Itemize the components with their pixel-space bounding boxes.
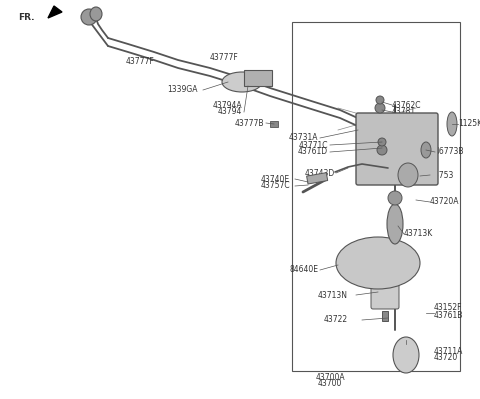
Polygon shape [48, 6, 62, 18]
Ellipse shape [421, 142, 431, 158]
Ellipse shape [387, 204, 403, 244]
Text: 43794A: 43794A [212, 101, 242, 109]
Text: 43720: 43720 [434, 354, 458, 363]
Text: 43777F: 43777F [125, 57, 154, 67]
Ellipse shape [375, 103, 385, 113]
Text: 84640E: 84640E [289, 265, 318, 275]
Ellipse shape [447, 112, 457, 136]
Ellipse shape [336, 237, 420, 289]
Text: 46773B: 46773B [435, 148, 465, 156]
Text: 43761B: 43761B [434, 310, 463, 320]
Text: 43777B: 43777B [235, 119, 264, 128]
Text: 43743D: 43743D [305, 168, 335, 178]
FancyBboxPatch shape [356, 113, 438, 185]
Ellipse shape [398, 163, 418, 187]
Bar [244, 70, 272, 86]
Text: 43713N: 43713N [318, 290, 348, 300]
Text: 43713K: 43713K [404, 229, 433, 239]
Ellipse shape [377, 145, 387, 155]
Ellipse shape [81, 9, 97, 25]
Bar [307, 173, 328, 184]
Text: 43781: 43781 [392, 107, 416, 117]
Text: 43152F: 43152F [434, 304, 463, 312]
Text: 1125KJ: 1125KJ [458, 119, 480, 128]
Text: 43757C: 43757C [260, 182, 290, 190]
Text: 43731A: 43731A [288, 134, 318, 142]
Text: 43761D: 43761D [298, 148, 328, 156]
Text: 43777F: 43777F [210, 53, 239, 61]
Text: 43711A: 43711A [434, 346, 463, 356]
Text: 1339GA: 1339GA [168, 85, 198, 95]
Bar [292, 22, 460, 371]
Text: 43740E: 43740E [261, 174, 290, 184]
Ellipse shape [378, 138, 386, 146]
Ellipse shape [376, 96, 384, 104]
Text: FR.: FR. [18, 14, 35, 22]
Ellipse shape [388, 191, 402, 205]
Ellipse shape [222, 72, 262, 92]
Text: 43722: 43722 [324, 316, 348, 324]
Text: 43762C: 43762C [392, 101, 421, 109]
Text: 43771C: 43771C [299, 140, 328, 150]
Text: 43720A: 43720A [430, 198, 459, 207]
Text: 43700A: 43700A [315, 373, 345, 381]
FancyBboxPatch shape [371, 275, 399, 309]
Bar [270, 121, 278, 127]
Ellipse shape [90, 7, 102, 21]
Text: 43753: 43753 [430, 170, 455, 180]
Text: 43794: 43794 [217, 107, 242, 117]
Text: 43700: 43700 [318, 379, 342, 387]
Bar [382, 311, 388, 321]
Ellipse shape [393, 337, 419, 373]
